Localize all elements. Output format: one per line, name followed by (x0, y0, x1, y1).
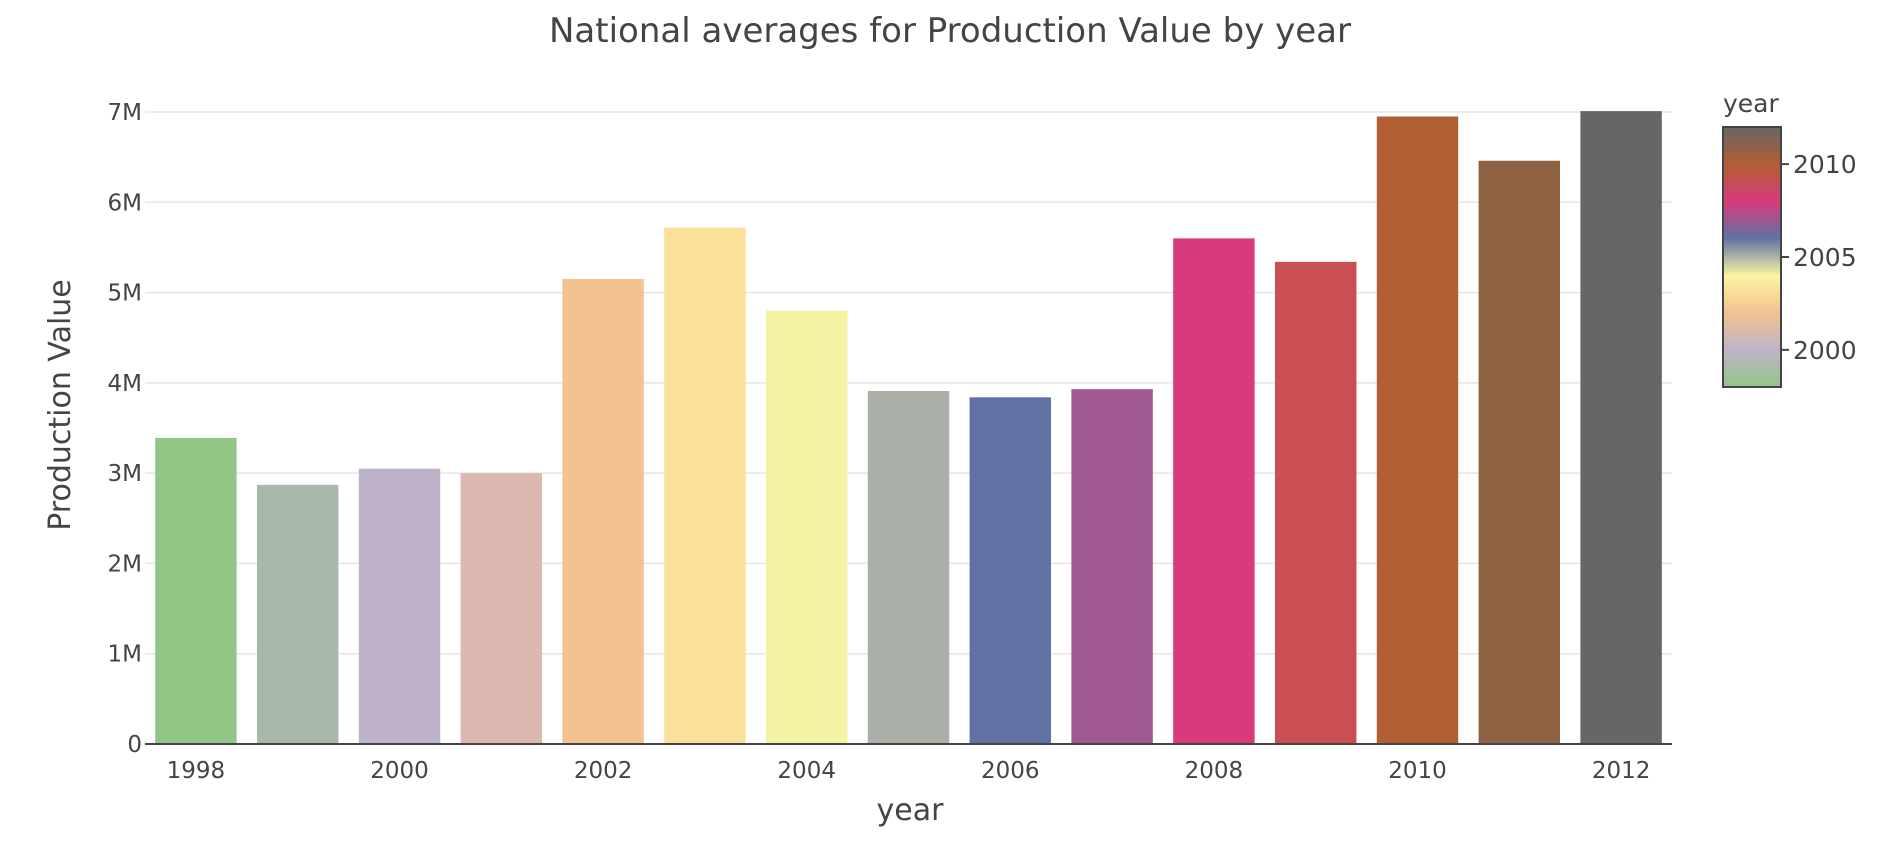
y-tick-label: 6M (108, 190, 142, 216)
x-tick-label: 2000 (370, 758, 429, 784)
x-axis-title: year (877, 793, 945, 828)
bar-2006 (969, 397, 1052, 744)
y-tick-label: 5M (108, 281, 142, 307)
y-tick-label: 3M (108, 461, 142, 487)
x-tick-label: 2010 (1388, 758, 1447, 784)
y-tick-label: 1M (108, 642, 142, 668)
bar-2005 (867, 390, 950, 744)
bar-2008 (1173, 238, 1255, 744)
x-tick-label: 2012 (1592, 758, 1651, 784)
axes: 0 1M 2M 3M 4M 5M 6M 7M 1998 2000 2002 2004 2006 2008 2… (108, 100, 1672, 784)
bar-2010 (1376, 116, 1459, 744)
bar-2012 (1580, 111, 1662, 744)
bar-2001 (460, 473, 543, 744)
bar-2002 (562, 279, 644, 744)
colorbar-gradient (1722, 126, 1782, 388)
x-tick-label: 2004 (777, 758, 836, 784)
y-tick-label: 4M (108, 371, 142, 397)
colorbar-tick-label: 2000 (1793, 336, 1857, 365)
bars (155, 111, 1662, 745)
x-tick-label: 2006 (981, 758, 1040, 784)
x-tick-label: 2002 (574, 758, 633, 784)
bar-2003 (664, 227, 746, 744)
x-tick-label: 1998 (167, 758, 226, 784)
bar-2011 (1478, 160, 1561, 745)
y-axis-title: Production Value (43, 279, 78, 531)
colorbar-title: year (1723, 89, 1779, 118)
colorbar-tick-label: 2005 (1793, 243, 1857, 272)
bar-2004 (765, 310, 848, 744)
x-tick-label: 2008 (1185, 758, 1244, 784)
bar-2007 (1071, 389, 1153, 744)
bar-2009 (1274, 261, 1357, 744)
y-tick-label: 7M (108, 100, 142, 126)
y-tick-label: 2M (108, 551, 142, 577)
y-tick-label: 0 (127, 732, 142, 758)
bar-1998 (155, 437, 237, 744)
bar-2000 (358, 468, 441, 744)
colorbar-tick-label: 2010 (1793, 150, 1857, 179)
bar-1999 (256, 484, 339, 744)
chart-title: National averages for Production Value b… (549, 11, 1351, 51)
colorbar: year 2000 2005 2010 (1722, 89, 1857, 388)
